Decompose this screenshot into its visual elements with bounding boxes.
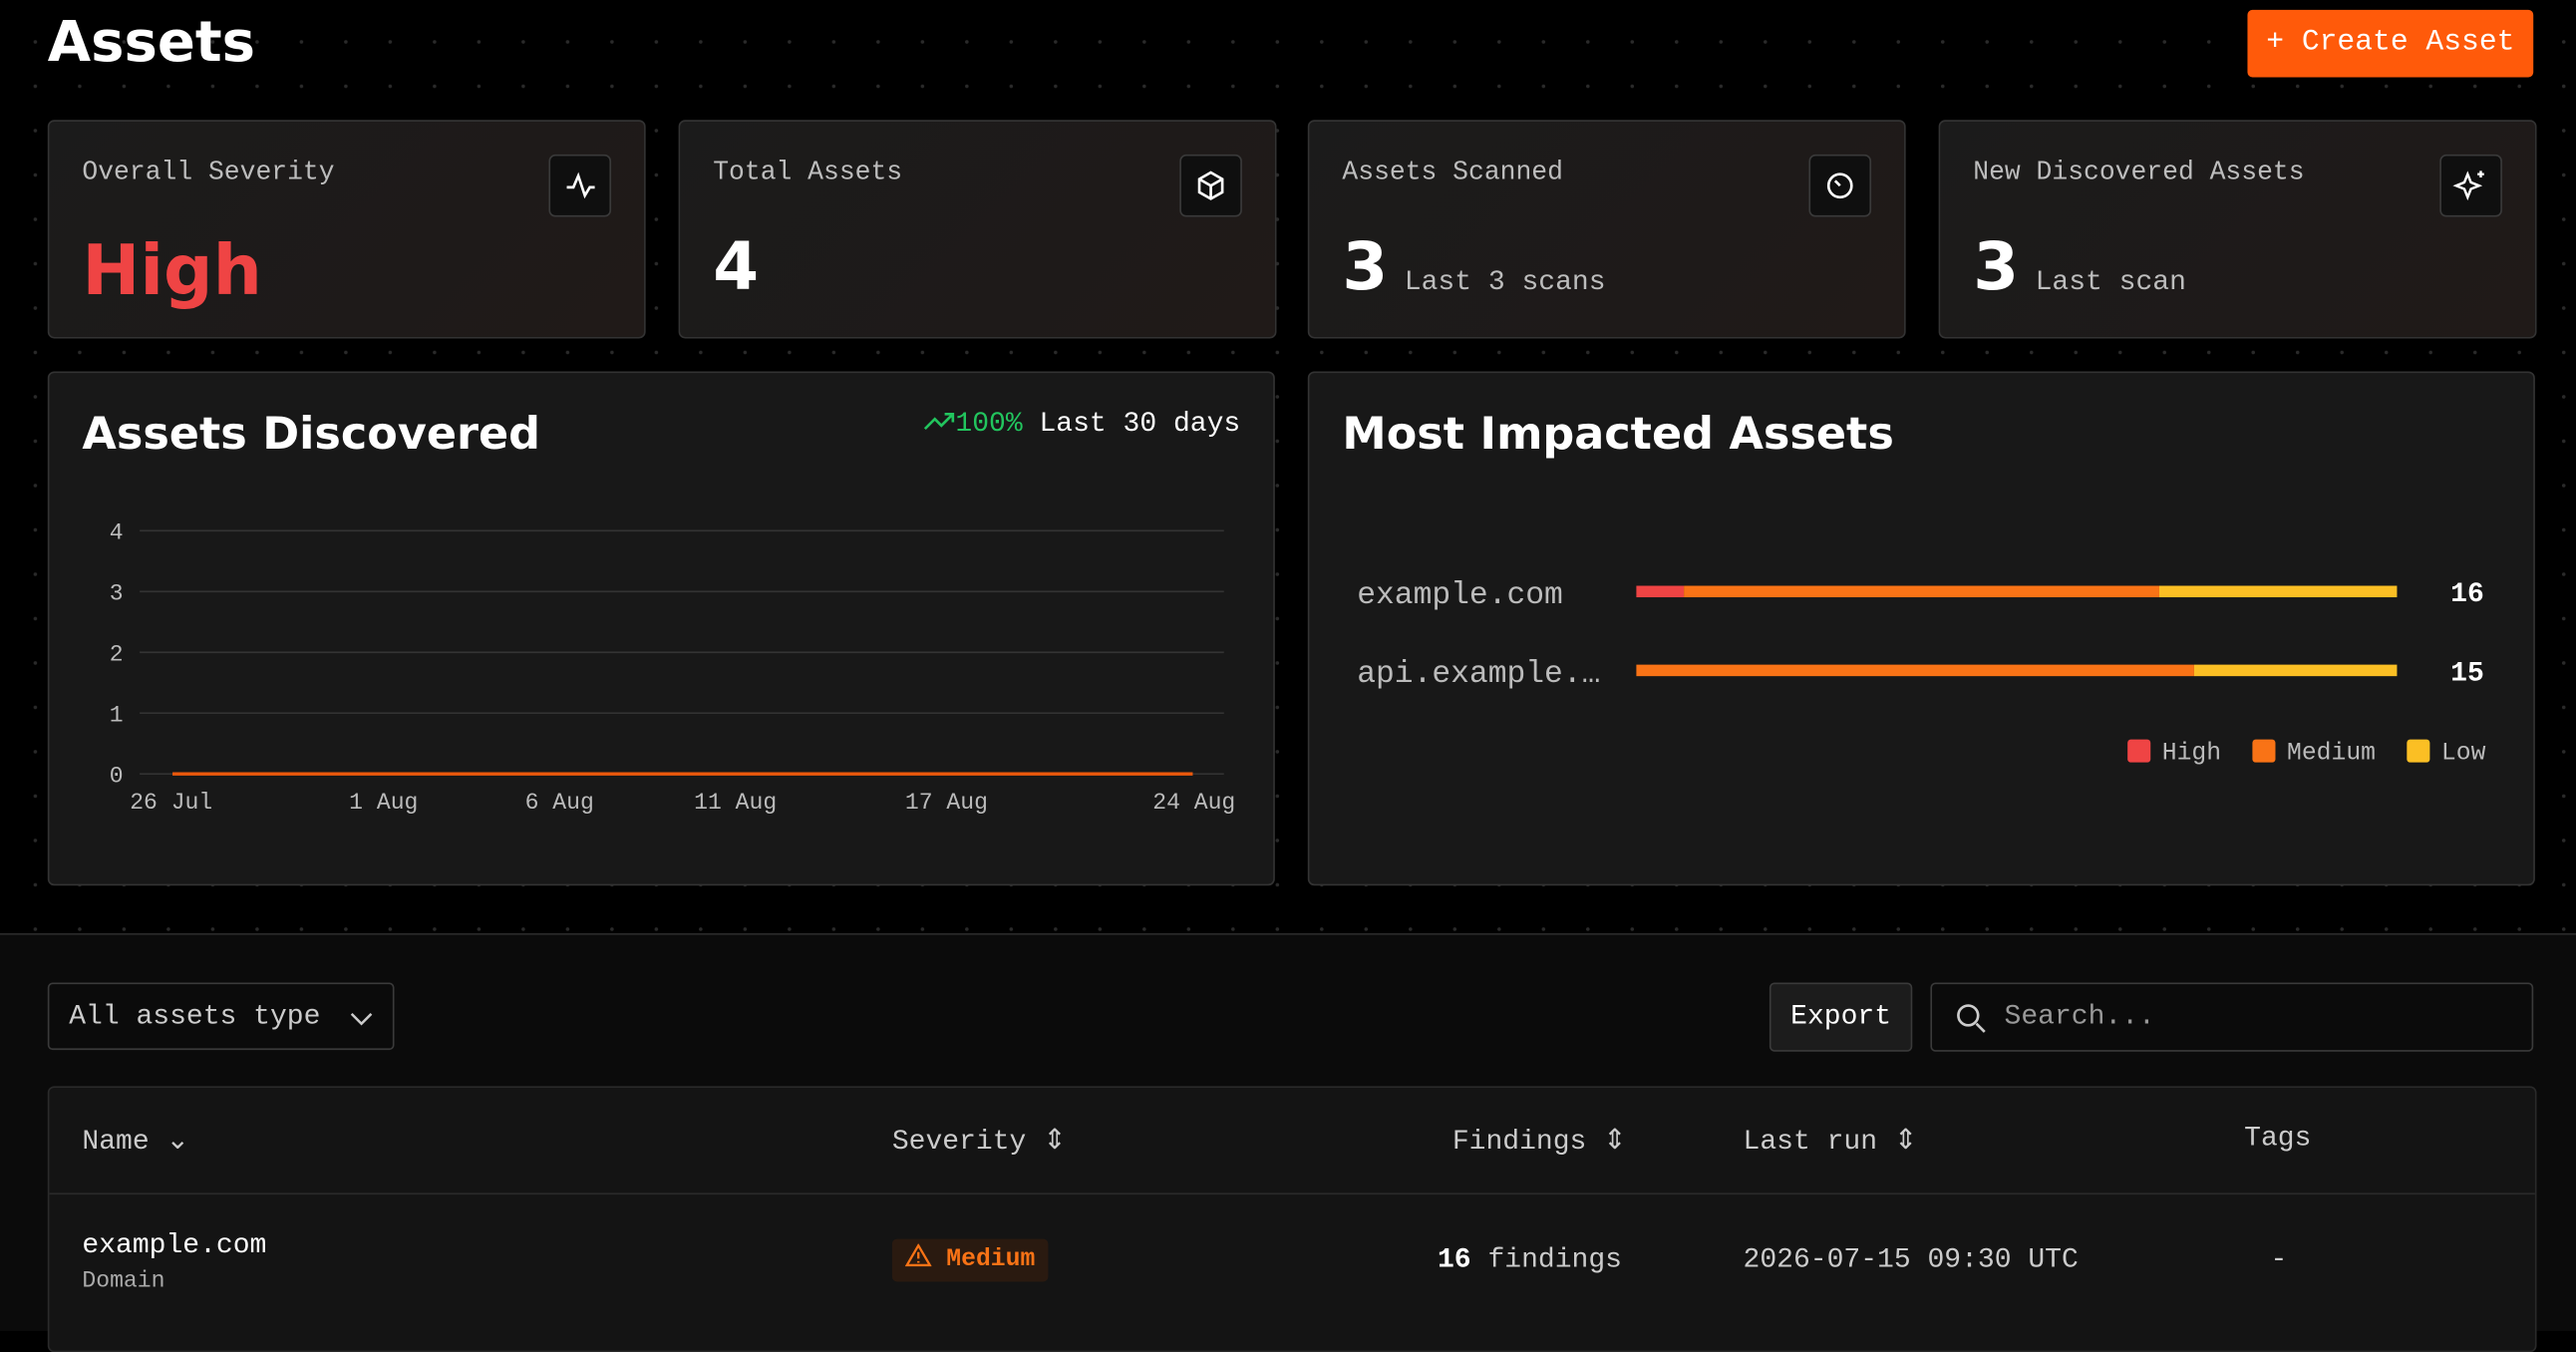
category-label: api.example.… bbox=[1357, 657, 1600, 692]
trend-value: 100% bbox=[955, 409, 1023, 441]
header-text: Name bbox=[82, 1127, 150, 1159]
y-tick-label: 3 bbox=[110, 581, 124, 607]
export-button[interactable]: Export bbox=[1769, 982, 1913, 1052]
severity-text: Medium bbox=[946, 1245, 1036, 1274]
column-header: Tags bbox=[2244, 1124, 2312, 1156]
trend-icon bbox=[923, 412, 954, 431]
chart-title: Assets Discovered bbox=[82, 409, 541, 461]
x-tick-label: 24 Aug bbox=[1152, 790, 1235, 816]
bar-segment bbox=[2158, 585, 2398, 598]
findings-unit: findings bbox=[1487, 1245, 1622, 1277]
x-tick-label: 1 Aug bbox=[349, 790, 418, 816]
stat-note: Last scan bbox=[2035, 267, 2186, 299]
bar-segment bbox=[1636, 585, 1685, 598]
bar-segment bbox=[1636, 664, 2194, 677]
total-label: 16 bbox=[2450, 579, 2484, 610]
y-tick-label: 1 bbox=[110, 702, 124, 728]
icon bbox=[1179, 154, 1242, 217]
chart-title: Most Impacted Assets bbox=[1342, 409, 1894, 461]
legend-swatch bbox=[2252, 739, 2276, 763]
create-asset-button[interactable]: + Create Asset bbox=[2247, 9, 2534, 78]
y-tick-label: 4 bbox=[110, 520, 124, 546]
stat-number: 3 bbox=[1342, 229, 1389, 306]
bar-segment bbox=[1684, 585, 2159, 598]
stat-label: Assets Scanned bbox=[1342, 158, 1563, 187]
row-divider bbox=[49, 1192, 2535, 1195]
stat-card: Total Assets 4 bbox=[678, 120, 1277, 339]
header-text: Severity bbox=[891, 1127, 1027, 1159]
stat-label: New Discovered Assets bbox=[1973, 158, 2305, 187]
x-tick-label: 26 Jul bbox=[130, 790, 212, 816]
severity-badge: Medium bbox=[891, 1238, 1049, 1282]
icon bbox=[548, 154, 612, 217]
asset-type: Domain bbox=[82, 1268, 165, 1295]
search-icon bbox=[1957, 1004, 1986, 1033]
x-tick-label: 17 Aug bbox=[905, 790, 988, 816]
tags: - bbox=[2270, 1245, 2288, 1277]
asset-name[interactable]: example.com bbox=[82, 1230, 267, 1262]
column-header[interactable]: Severity ⇕ bbox=[891, 1127, 1067, 1159]
stat-label: Overall Severity bbox=[82, 158, 335, 187]
stat-number: 3 bbox=[1973, 229, 2020, 306]
column-header[interactable]: Findings ⇕ bbox=[1451, 1127, 1627, 1159]
chart-card: Most Impacted Assets bbox=[1307, 371, 2535, 886]
legend-label: Low bbox=[2441, 739, 2486, 767]
stat-note: Last 3 scans bbox=[1404, 267, 1606, 299]
stat-card: New Discovered Assets 3 Last scan bbox=[1938, 120, 2537, 339]
filter-label: All assets type bbox=[69, 1002, 321, 1034]
x-tick-label: 11 Aug bbox=[694, 790, 777, 816]
y-tick-label: 0 bbox=[110, 763, 124, 789]
stat-card: Overall Severity High bbox=[47, 120, 646, 339]
legend-swatch bbox=[2127, 739, 2151, 763]
icon bbox=[2439, 154, 2502, 217]
charts-layer: 0 1 2 3 4 26 Jul 1 Aug 6 Aug 11 Aug 17 Aug 24 Aug e… bbox=[110, 520, 2486, 816]
icon bbox=[1808, 154, 1872, 217]
x-tick-label: 6 Aug bbox=[525, 790, 594, 816]
page-title: Assets bbox=[47, 9, 256, 76]
legend-label: High bbox=[2162, 739, 2221, 767]
trend-period: Last 30 days bbox=[1039, 409, 1241, 441]
chart-card: Assets Discovered 100% Last 30 days bbox=[47, 371, 1275, 886]
stat-value: 4 bbox=[713, 229, 760, 306]
stat-value: High bbox=[82, 229, 262, 311]
header-text: Last run bbox=[1743, 1127, 1878, 1159]
header-text: Findings bbox=[1451, 1127, 1587, 1159]
bar-segment bbox=[2193, 664, 2398, 677]
chevron bbox=[350, 1012, 373, 1026]
legend-swatch bbox=[2407, 739, 2430, 763]
stat-value: 3 Last scan bbox=[1973, 230, 2186, 306]
stat-value: 3 Last 3 scans bbox=[1342, 230, 1605, 306]
search-input[interactable]: Search... bbox=[1930, 982, 2534, 1052]
search-placeholder: Search... bbox=[2004, 1002, 2155, 1034]
last-run: 2026-07-15 09:30 UTC bbox=[1743, 1245, 2079, 1277]
column-header[interactable]: Last run ⇕ bbox=[1743, 1127, 1918, 1159]
trend: 100% Last 30 days bbox=[922, 409, 1241, 441]
warning-icon bbox=[904, 1242, 932, 1267]
stat-label: Total Assets bbox=[713, 158, 903, 187]
type-filter[interactable]: All assets type bbox=[47, 982, 395, 1051]
legend-label: Medium bbox=[2287, 739, 2376, 767]
stat-card: Assets Scanned 3 Last 3 scans bbox=[1307, 120, 1906, 339]
column-header[interactable]: Name ⌄ bbox=[82, 1127, 189, 1159]
findings: 16 findings bbox=[1438, 1245, 1622, 1276]
total-label: 15 bbox=[2450, 658, 2484, 689]
findings-count: 16 bbox=[1438, 1245, 1471, 1277]
table: Name ⌄ Severity ⇕ Findings ⇕ Last run ⇕ … bbox=[47, 1086, 2537, 1352]
category-label: example.com bbox=[1357, 578, 1563, 613]
y-tick-label: 2 bbox=[110, 641, 124, 667]
